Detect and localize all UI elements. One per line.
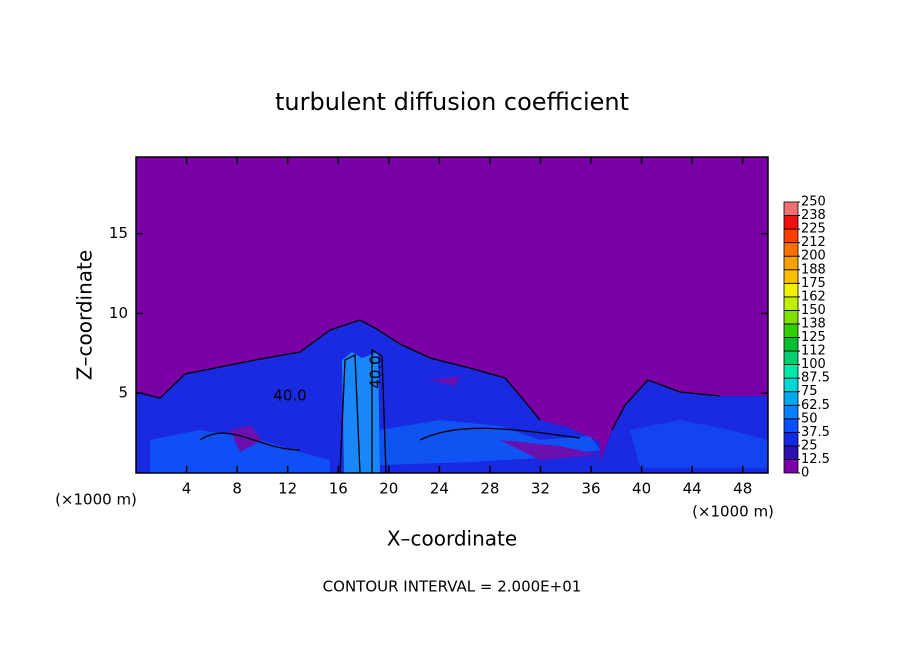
colorbar-label: 138	[801, 316, 826, 331]
colorbar-band	[783, 323, 799, 338]
colorbar-label: 150	[801, 303, 826, 318]
contour-label: 40.0	[367, 355, 385, 388]
y-tick-label: 15	[109, 224, 128, 242]
x-tick-label: 48	[733, 480, 752, 498]
colorbar-label: 188	[801, 262, 826, 277]
x-tick-label: 24	[430, 480, 449, 498]
field-region	[136, 320, 768, 473]
x-tick-label: 12	[278, 480, 297, 498]
footer-note: CONTOUR INTERVAL = 2.000E+01	[323, 578, 582, 596]
colorbar-label: 225	[801, 222, 826, 237]
colorbar-band	[783, 391, 799, 406]
colorbar-label: 250	[801, 195, 826, 210]
x-tick-label: 4	[182, 480, 192, 498]
colorbar-label: 50	[801, 411, 818, 426]
colorbar-label: 238	[801, 208, 826, 223]
colorbar-band	[783, 201, 799, 216]
colorbar-band	[783, 431, 799, 447]
colorbar-band	[783, 215, 799, 230]
y-axis-label: Z–coordinate	[73, 250, 97, 380]
colorbar-label: 212	[801, 235, 826, 250]
colorbar-label: 12.5	[801, 452, 830, 467]
colorbar-band	[783, 418, 799, 433]
x-tick-label: 8	[232, 480, 242, 498]
colorbar-band	[783, 364, 799, 379]
colorbar-band	[783, 445, 799, 460]
colorbar-label: 0	[801, 466, 809, 481]
colorbar-label: 175	[801, 276, 826, 291]
colorbar-band	[783, 377, 799, 393]
x-tick-label: 40	[632, 480, 651, 498]
x-tick-label: 36	[581, 480, 600, 498]
colorbar-band	[783, 404, 799, 420]
contour-label: 40.0	[273, 387, 306, 405]
field-region	[342, 352, 380, 473]
colorbar-label: 62.5	[801, 398, 830, 413]
colorbar-band	[783, 337, 799, 352]
colorbar-band	[783, 309, 799, 325]
field: 40.0 40.0	[135, 157, 768, 474]
field-region	[230, 376, 600, 460]
colorbar-label: 125	[801, 330, 826, 345]
x-axis-label: X–coordinate	[387, 527, 517, 551]
x-tick-label: 20	[379, 480, 398, 498]
colorbar-label: 25	[801, 438, 818, 453]
colorbar-band	[783, 296, 799, 311]
x-tick-label: 16	[329, 480, 348, 498]
x-unit: (×1000 m)	[692, 503, 774, 521]
x-tick-label: 28	[480, 480, 499, 498]
colorbar-label: 100	[801, 357, 826, 372]
plot-frame	[135, 156, 769, 474]
colorbar-label: 75	[801, 384, 818, 399]
colorbar-band	[783, 228, 799, 244]
colorbar-label: 37.5	[801, 425, 830, 440]
colorbar-band	[783, 255, 799, 271]
colorbar-band	[783, 242, 799, 257]
field-region	[630, 420, 768, 468]
x-tick-label: 44	[683, 480, 702, 498]
colorbar-band	[783, 459, 799, 474]
x-unit: (×1000 m)	[55, 491, 137, 509]
colorbar-label: 162	[801, 289, 826, 304]
x-tick-label: 32	[531, 480, 550, 498]
colorbar-band	[783, 282, 799, 298]
chart-title: turbulent diffusion coefficient	[275, 88, 629, 116]
colorbar-band	[783, 269, 799, 284]
y-tick-label: 10	[109, 304, 128, 322]
colorbar-band	[783, 350, 799, 365]
contour-line	[135, 319, 721, 474]
colorbar-label: 112	[801, 344, 826, 359]
colorbar-label: 87.5	[801, 371, 830, 386]
colorbar-label: 200	[801, 249, 826, 264]
y-tick-label: 5	[118, 384, 128, 402]
